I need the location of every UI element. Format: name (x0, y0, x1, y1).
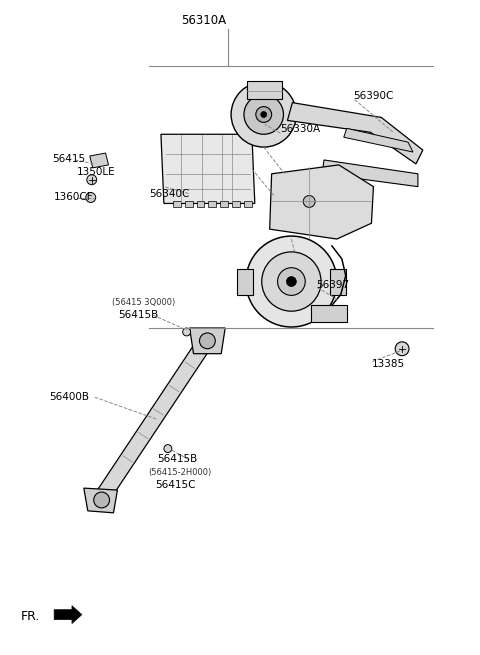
Circle shape (395, 342, 409, 356)
Polygon shape (344, 128, 413, 152)
Text: (56415-2H000): (56415-2H000) (148, 468, 211, 477)
Polygon shape (270, 165, 373, 239)
Text: 56400B: 56400B (49, 392, 89, 402)
Circle shape (303, 196, 315, 208)
Polygon shape (322, 160, 418, 187)
Text: 56390C: 56390C (354, 90, 394, 101)
Circle shape (183, 328, 191, 336)
Text: 56397: 56397 (316, 280, 349, 290)
Circle shape (261, 111, 267, 117)
Bar (232, 202, 240, 208)
Circle shape (262, 252, 321, 311)
Circle shape (86, 193, 96, 202)
Text: 1350LE: 1350LE (77, 167, 116, 177)
Polygon shape (84, 488, 118, 513)
Polygon shape (247, 81, 281, 99)
Bar (173, 202, 180, 208)
Polygon shape (90, 153, 108, 168)
Text: 56340C: 56340C (149, 189, 190, 198)
Bar (244, 202, 252, 208)
Text: 56415B: 56415B (157, 455, 197, 464)
Polygon shape (190, 328, 225, 354)
Bar (185, 202, 192, 208)
Text: 1360CF: 1360CF (54, 191, 94, 202)
Text: 56415B: 56415B (119, 310, 159, 320)
Circle shape (256, 107, 272, 122)
Circle shape (244, 95, 284, 134)
Circle shape (231, 82, 296, 147)
Text: FR.: FR. (21, 610, 40, 623)
Polygon shape (311, 305, 347, 322)
Polygon shape (161, 134, 255, 204)
Polygon shape (54, 606, 82, 624)
Bar (220, 202, 228, 208)
Text: 13385: 13385 (372, 358, 405, 369)
Polygon shape (95, 337, 212, 502)
Circle shape (87, 175, 96, 185)
Text: 56415C: 56415C (155, 480, 195, 490)
Polygon shape (330, 269, 346, 295)
Circle shape (94, 492, 109, 508)
Polygon shape (288, 103, 423, 164)
Text: 56310A: 56310A (181, 14, 226, 27)
Circle shape (164, 445, 172, 453)
Circle shape (287, 276, 296, 286)
Circle shape (200, 333, 216, 348)
Polygon shape (237, 269, 253, 295)
Circle shape (277, 268, 305, 295)
Text: (56415 3Q000): (56415 3Q000) (111, 298, 175, 307)
Bar (196, 202, 204, 208)
Text: 56330A: 56330A (280, 124, 321, 134)
Bar (208, 202, 216, 208)
Circle shape (246, 236, 337, 327)
Text: 56415: 56415 (52, 154, 85, 164)
